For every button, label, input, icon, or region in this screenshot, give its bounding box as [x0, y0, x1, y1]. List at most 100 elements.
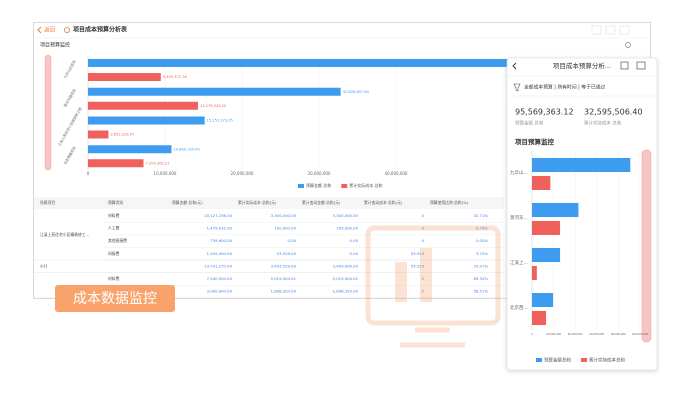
bar — [532, 203, 579, 217]
decor-monitor — [365, 225, 501, 348]
bar — [88, 130, 109, 139]
table-cell-number: 1,898,320.00 — [271, 289, 297, 294]
y-tick-label: 江溪上... — [510, 259, 528, 266]
bar — [88, 159, 144, 168]
table-cell-number: 0 — [422, 276, 425, 281]
x-tick-label: 0 — [87, 171, 90, 176]
table-cell-number: 1,445,400.00 — [207, 251, 233, 256]
y-tick-label: 九华山... — [510, 169, 528, 176]
table-cell-number: 7,240,000.00 — [207, 276, 233, 281]
table-cell-number: 6.76% — [476, 226, 488, 231]
kpi-label: 预算金额 总和 — [515, 120, 544, 127]
bar — [532, 248, 561, 262]
data-label: 10,840,100.00 — [173, 147, 200, 151]
table-cell-number: 0.00 — [288, 238, 297, 243]
table-cell: 其他直接费 — [108, 238, 127, 243]
phone-panel — [506, 57, 658, 371]
column-header: 预算金额·总和(元) — [172, 200, 203, 205]
table-header-bg — [34, 197, 504, 209]
table-cell-number: 5,019,004.01 — [333, 276, 359, 281]
x-tick-label: 100,000,000 — [632, 332, 649, 336]
phone-list-icon[interactable] — [620, 61, 629, 70]
table-cell-number: 0.00 — [350, 251, 359, 256]
bar — [532, 266, 537, 280]
table-cell-number: 3,453,529.00 — [271, 263, 297, 268]
column-header: 预算使用比例·总和(%) — [430, 200, 469, 205]
group-label: 江溪上苑住宅小区精装修工... — [40, 232, 89, 237]
table-cell-number: 13,791,270.00 — [204, 263, 232, 268]
table-cell-number: 100,000.00 — [274, 226, 296, 231]
table-cell-number: 10,127,238.00 — [204, 213, 232, 218]
back-button[interactable]: 返回 — [44, 27, 56, 34]
table-cell-number: 53,529 — [411, 263, 425, 268]
data-label: 2,652,328.07 — [110, 133, 134, 137]
table-cell-number: 53,529.00 — [277, 251, 297, 256]
bar — [532, 311, 547, 325]
table-cell-number: 0 — [422, 226, 425, 231]
bar — [88, 145, 172, 154]
x-tick-label: 80,000,000 — [611, 332, 626, 336]
filter-icon — [513, 83, 521, 92]
table-cell-number: 1,898,320.00 — [333, 289, 359, 294]
table-cell-number: 0 — [422, 289, 425, 294]
x-tick-label: 30,000,000 — [308, 171, 331, 176]
phone-grid-icon[interactable] — [636, 61, 646, 70]
x-tick-label: 0 — [531, 332, 533, 336]
table-cell-number: 5,019,004.01 — [271, 276, 297, 281]
phone-scrollbar[interactable] — [641, 149, 652, 343]
x-tick-label: 60,000,000 — [589, 332, 604, 336]
legend-label: 累计实际成本 总和 — [349, 182, 382, 188]
table-cell-number: 3,400,000.00 — [333, 263, 359, 268]
bar — [88, 87, 341, 96]
table-cell-number: 58.51% — [474, 289, 489, 294]
table-cell-number: 0.00% — [476, 238, 488, 243]
phone-chart: 0 20,000,000 40,000,000 60,000,000 80,000,00… — [510, 150, 649, 364]
kpi-value: 95,569,363.12 — [515, 108, 574, 117]
page-title: 项目成本预算分析表 — [73, 26, 128, 34]
title-icon — [64, 26, 71, 33]
x-tick-label: 40,000,000 — [385, 171, 408, 176]
kpi-label: 累计实际成本 总和 — [584, 120, 622, 127]
legend-label: 预算金额 总和 — [306, 182, 331, 188]
x-tick-label: 40,000,000 — [568, 332, 583, 336]
x-tick-label: 10,000,000 — [154, 171, 177, 176]
more-button[interactable] — [619, 25, 630, 35]
scrollbar[interactable] — [44, 54, 52, 171]
table-cell: 人工费 — [108, 226, 120, 231]
phone-section: 项目预算监控 — [515, 137, 555, 146]
bar — [88, 59, 650, 67]
back-icon[interactable] — [37, 26, 42, 34]
phone-title: 项目成本预算分析... — [553, 61, 611, 70]
settings-icon[interactable] — [625, 42, 631, 48]
table-cell-number: 1,479,032.00 — [207, 226, 233, 231]
legend-swatch — [341, 184, 348, 188]
toolbar-button[interactable] — [591, 25, 602, 35]
phone-back[interactable] — [512, 62, 517, 70]
table-cell-number: 100,000.00 — [336, 226, 358, 231]
table-cell: 间接费 — [108, 251, 120, 256]
section-title: 项目预算监控 — [40, 42, 70, 49]
legend-swatch — [298, 184, 304, 188]
table-cell-number: 0 — [422, 238, 425, 243]
table-cell-number: 25.07% — [474, 263, 489, 268]
bar — [532, 176, 551, 190]
column-header: 所属项目 — [40, 200, 55, 205]
phone-filter[interactable]: 全部成本预算 | 所有时间 | 等于已通过 — [524, 84, 605, 91]
table-cell-number: 3.70% — [476, 251, 488, 256]
legend-swatch — [581, 358, 587, 362]
bar — [88, 101, 198, 110]
bar — [88, 116, 205, 125]
x-tick-label: 20,000,000 — [546, 332, 561, 336]
data-table: 所属项目 预算类别 预算金额·总和(元) 累计实际成本·总和(元) 累计变动金额·总和(… — [34, 197, 504, 299]
column-header: 累计变动金额·总和(元) — [302, 200, 341, 205]
badge-text: 成本数据监控 — [73, 291, 157, 307]
badge-bg — [55, 285, 175, 312]
bar — [532, 293, 554, 307]
table-cell-number: 0 — [422, 213, 425, 218]
column-header: 累计实际成本·总和(元) — [238, 200, 277, 205]
filter-button[interactable] — [605, 25, 616, 35]
data-label: 9,455,372.36 — [163, 75, 188, 79]
data-label: 14,278,543.20 — [200, 104, 227, 108]
legend-swatch — [536, 358, 542, 362]
